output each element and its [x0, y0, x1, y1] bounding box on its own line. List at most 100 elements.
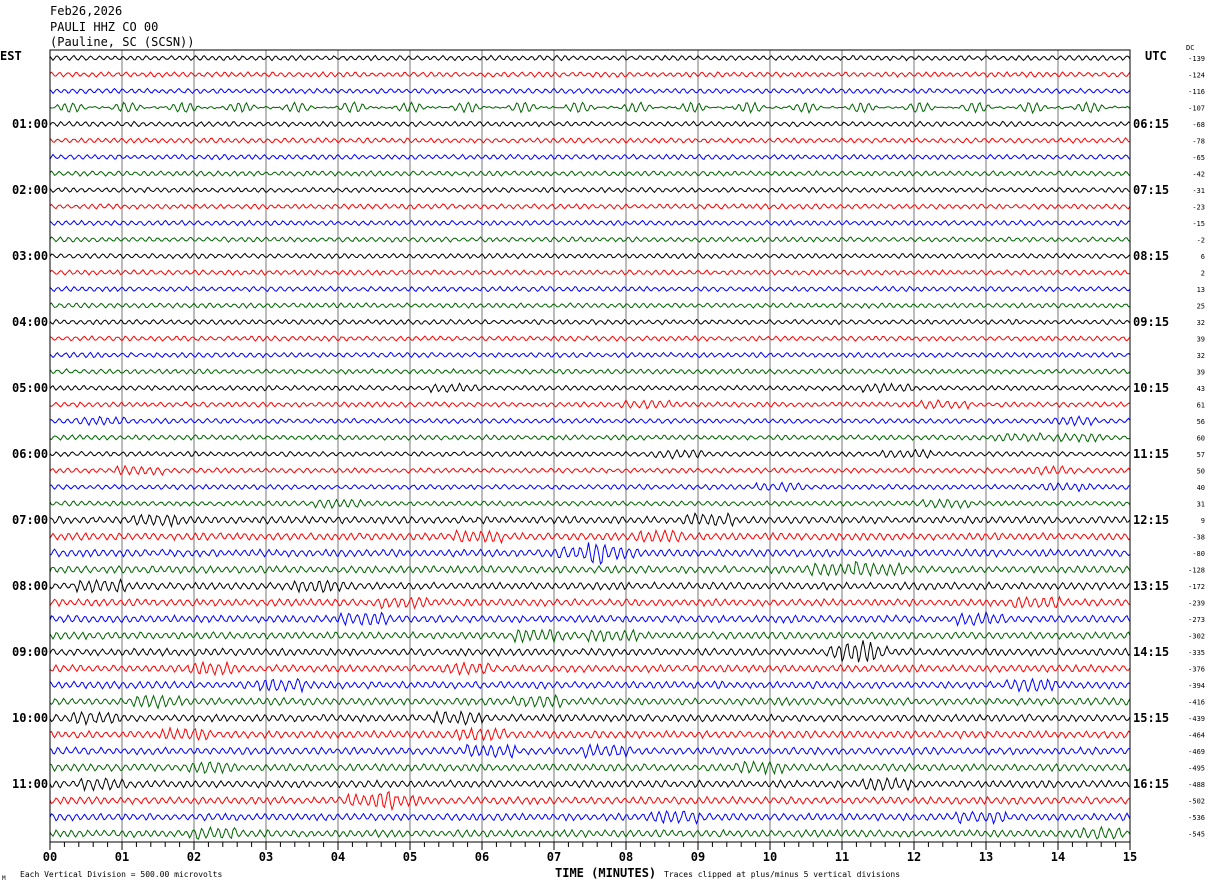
right-timezone-label: UTC [1145, 49, 1167, 63]
dc-offset-label: -536 [1188, 814, 1205, 822]
dc-offset-label: -23 [1192, 204, 1205, 212]
utc-hour-label: 06:15 [1133, 117, 1169, 131]
dc-offset-label: 39 [1197, 369, 1205, 377]
dc-offset-label: -335 [1188, 649, 1205, 657]
est-hour-label: 04:00 [12, 315, 48, 329]
dc-offset-label: 40 [1197, 484, 1205, 492]
dc-offset-label: -107 [1188, 105, 1205, 113]
dc-offset-label: 25 [1197, 303, 1205, 311]
dc-offset-label: -495 [1188, 765, 1205, 773]
est-hour-label: 02:00 [12, 183, 48, 197]
seismic-trace [49, 285, 1131, 293]
seismic-trace [49, 252, 1131, 260]
dc-offset-label: -31 [1192, 187, 1205, 195]
dc-offset-label: -116 [1188, 88, 1205, 96]
dc-offset-label: -439 [1188, 715, 1205, 723]
seismic-trace [49, 677, 1131, 694]
dc-offset-label: 43 [1197, 385, 1205, 393]
station-name: PAULI HHZ CO 00 [50, 20, 159, 34]
utc-hour-label: 09:15 [1133, 315, 1169, 329]
seismic-trace [49, 398, 1131, 411]
seismic-trace [49, 709, 1131, 727]
x-tick-label: 15 [1123, 850, 1137, 864]
utc-hour-label: 14:15 [1133, 645, 1169, 659]
utc-hour-label: 07:15 [1133, 183, 1169, 197]
dc-offset-label: -172 [1188, 583, 1205, 591]
dc-offset-label: 2 [1201, 270, 1205, 278]
dc-offset-label: 9 [1201, 517, 1205, 525]
seismic-trace [49, 610, 1131, 627]
utc-hour-label: 11:15 [1133, 447, 1169, 461]
seismic-trace [49, 87, 1131, 95]
x-tick-label: 06 [475, 850, 489, 864]
seismic-trace [49, 760, 1131, 776]
seismic-trace [49, 318, 1131, 326]
dc-offset-label: 31 [1197, 501, 1205, 509]
utc-hour-label: 13:15 [1133, 579, 1169, 593]
seismic-trace [49, 790, 1131, 812]
seismic-trace [49, 825, 1131, 840]
x-tick-label: 13 [979, 850, 993, 864]
plot-date: Feb26,2026 [50, 4, 123, 18]
corner-mark: M [2, 875, 6, 882]
seismic-trace [49, 335, 1131, 342]
seismic-trace [49, 511, 1131, 529]
seismic-trace [49, 236, 1131, 243]
seismic-trace [49, 498, 1131, 510]
seismic-trace [49, 660, 1131, 677]
dc-offset-label: -65 [1192, 154, 1205, 162]
x-tick-label: 00 [43, 850, 57, 864]
seismic-trace [49, 382, 1131, 394]
x-tick-label: 01 [115, 850, 129, 864]
seismic-trace [49, 120, 1131, 128]
x-axis-title: TIME (MINUTES) [555, 866, 656, 880]
x-tick-label: 05 [403, 850, 417, 864]
dc-offset-label: -376 [1188, 666, 1205, 674]
seismic-trace [49, 302, 1130, 309]
x-tick-label: 10 [763, 850, 777, 864]
seismic-trace [49, 186, 1131, 194]
dc-offset-label: 39 [1197, 336, 1205, 344]
utc-hour-label: 10:15 [1133, 381, 1169, 395]
est-hour-label: 01:00 [12, 117, 48, 131]
est-hour-label: 06:00 [12, 447, 48, 461]
dc-offset-label: -394 [1188, 682, 1205, 690]
seismic-trace [49, 528, 1131, 545]
seismic-trace [49, 640, 1131, 663]
est-hour-label: 10:00 [12, 711, 48, 725]
seismic-trace [49, 101, 1131, 115]
utc-hour-label: 16:15 [1133, 777, 1169, 791]
dc-offset-label: 13 [1197, 286, 1205, 294]
seismic-trace [49, 170, 1131, 177]
seismic-trace [49, 153, 1131, 161]
dc-offset-label: 6 [1201, 253, 1205, 261]
est-hour-label: 03:00 [12, 249, 48, 263]
left-timezone-label: EST [0, 49, 22, 63]
seismic-trace [49, 742, 1131, 760]
dc-offset-label: 50 [1197, 468, 1205, 476]
dc-offset-label: -78 [1192, 138, 1205, 146]
seismic-trace [49, 448, 1131, 460]
dc-offset-label: -302 [1188, 633, 1205, 641]
est-hour-label: 05:00 [12, 381, 48, 395]
seismic-trace [49, 464, 1131, 477]
dc-offset-label: -545 [1188, 831, 1205, 839]
seismic-trace [49, 595, 1131, 610]
dc-header: DC [1186, 44, 1194, 52]
seismic-trace [49, 415, 1131, 427]
est-hour-label: 11:00 [12, 777, 48, 791]
dc-offset-label: 61 [1197, 402, 1205, 410]
dc-offset-label: 32 [1197, 319, 1205, 327]
seismic-trace [49, 269, 1131, 276]
utc-hour-label: 15:15 [1133, 711, 1169, 725]
seismic-trace [49, 810, 1131, 826]
seismic-trace [49, 776, 1131, 793]
x-tick-label: 09 [691, 850, 705, 864]
dc-offset-label: -502 [1188, 798, 1205, 806]
dc-offset-label: -38 [1192, 534, 1205, 542]
clip-note: Traces clipped at plus/minus 5 vertical … [664, 870, 900, 879]
x-tick-label: 04 [331, 850, 345, 864]
seismic-trace [49, 693, 1131, 710]
seismic-trace [49, 137, 1131, 144]
